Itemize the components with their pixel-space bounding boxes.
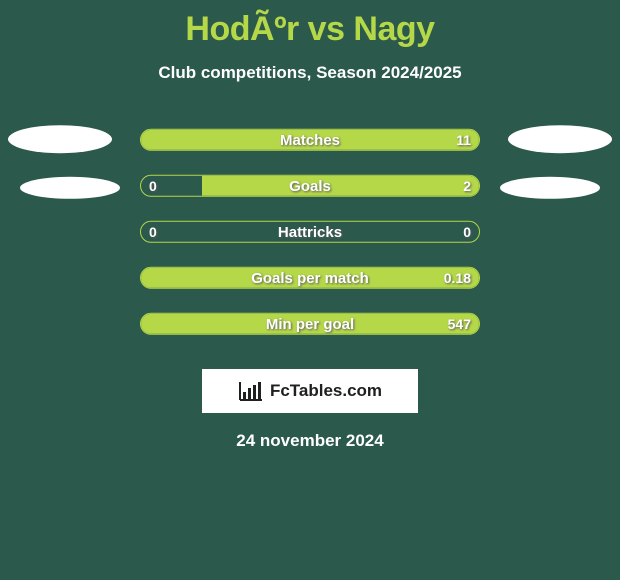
page-title: HodÃºr vs Nagy: [0, 0, 620, 49]
snapshot-date: 24 november 2024: [0, 431, 620, 451]
logo-text: FcTables.com: [270, 381, 382, 401]
stat-bar-track: 0 Goals 2: [140, 175, 480, 197]
stat-row: Min per goal 547: [0, 303, 620, 349]
stat-bar-fill: [141, 314, 479, 334]
player-right-marker-icon: [500, 177, 600, 199]
stat-left-value: 0: [149, 224, 157, 240]
stat-row: 0 Hattricks 0: [0, 211, 620, 257]
stats-container: Matches 11 0 Goals 2 0 Hattricks 0 Goals…: [0, 119, 620, 349]
stat-bar-fill: [141, 268, 479, 288]
logo-brand-left: Fc: [270, 381, 290, 400]
player-left-marker-icon: [8, 125, 112, 153]
stat-label: Hattricks: [141, 224, 479, 241]
stat-row: Goals per match 0.18: [0, 257, 620, 303]
player-right-marker-icon: [508, 125, 612, 153]
player-left-marker-icon: [20, 177, 120, 199]
stat-bar-fill: [141, 130, 479, 150]
stat-bar-track: Goals per match 0.18: [140, 267, 480, 289]
stat-right-value: 0: [463, 224, 471, 240]
stat-row: 0 Goals 2: [0, 165, 620, 211]
stat-bar-track: 0 Hattricks 0: [140, 221, 480, 243]
stat-bar-fill: [202, 176, 479, 196]
bar-chart-icon: [238, 380, 264, 402]
logo-brand-right: Tables.com: [290, 381, 382, 400]
stat-bar-track: Matches 11: [140, 129, 480, 151]
source-logo: FcTables.com: [202, 369, 418, 413]
stat-bar-track: Min per goal 547: [140, 313, 480, 335]
page-subtitle: Club competitions, Season 2024/2025: [0, 63, 620, 83]
stat-row: Matches 11: [0, 119, 620, 165]
stat-left-value: 0: [149, 178, 157, 194]
